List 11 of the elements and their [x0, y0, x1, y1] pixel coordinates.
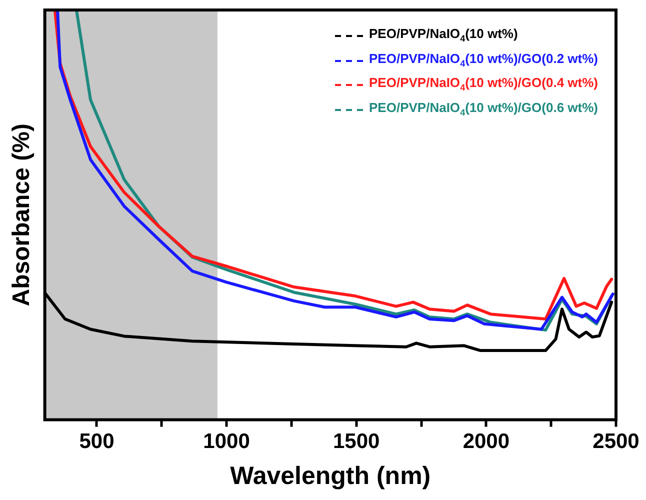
x-tick-label: 2500 — [592, 430, 640, 454]
x-tick-label: 500 — [79, 430, 114, 454]
legend-label: PEO/PVP/NaIO$_{4}$(10 wt%)/GO(0.4 wt%) — [369, 74, 598, 95]
x-tick-label: 2000 — [462, 430, 510, 454]
legend-label: PEO/PVP/NaIO$_{4}$(10 wt%) — [369, 25, 518, 46]
x-tick-label: 1000 — [203, 430, 250, 454]
y-axis-title: Absorbance (%) — [8, 124, 36, 306]
legend-label: PEO/PVP/NaIO$_{4}$(10 wt%)/GO(0.6 wt%) — [369, 98, 598, 120]
x-axis-title: Wavelength (nm) — [230, 462, 431, 490]
legend-label: PEO/PVP/NaIO$_{4}$(10 wt%)/GO(0.2 wt%) — [369, 50, 598, 70]
x-tick-label: 1500 — [333, 430, 380, 454]
